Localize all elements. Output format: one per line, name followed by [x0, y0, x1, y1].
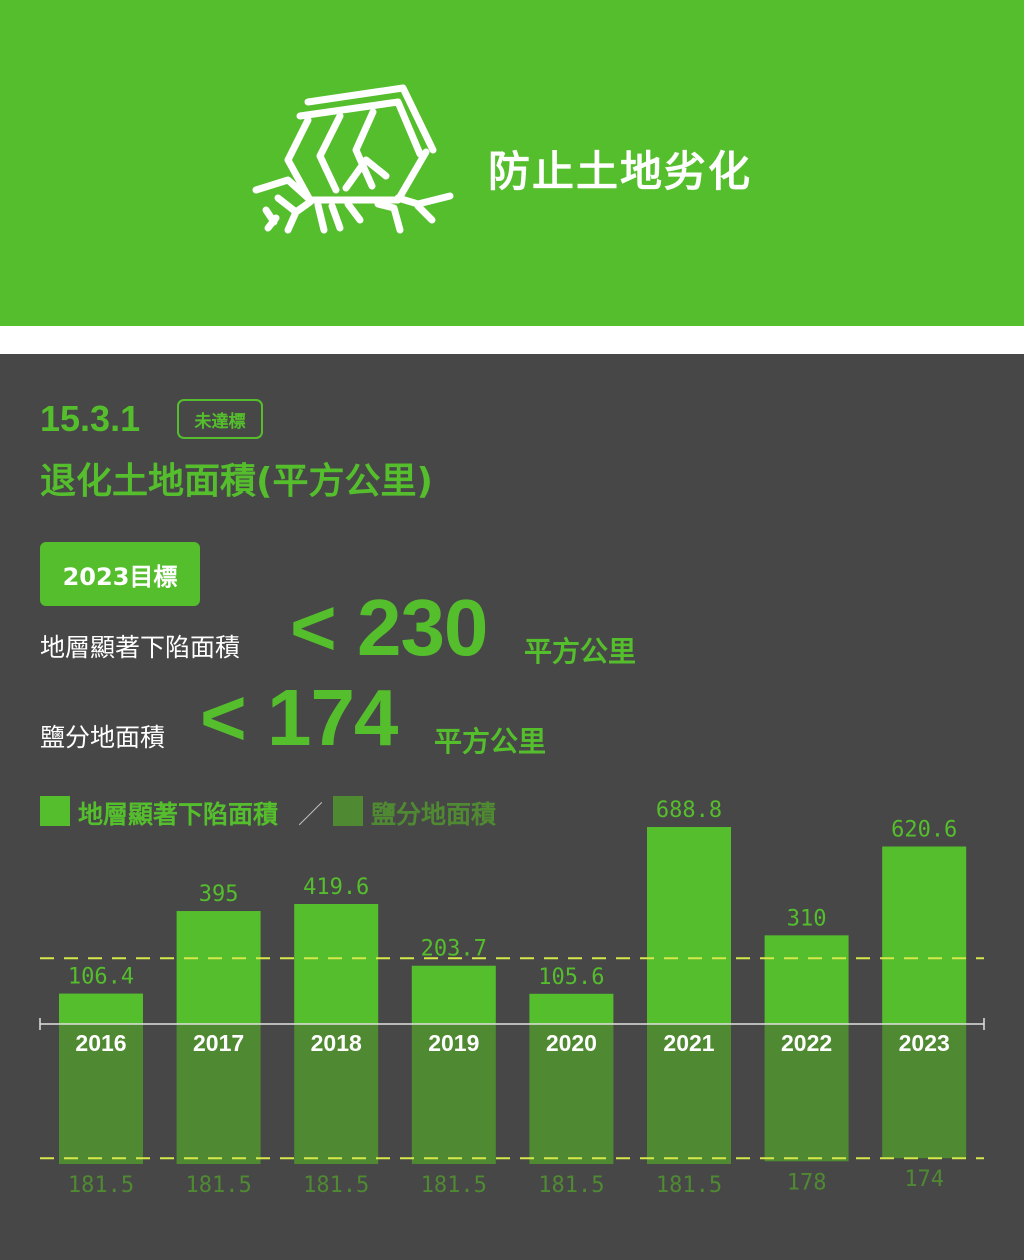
data-label-subsidence: 105.6 — [538, 965, 604, 990]
bar-subsidence — [647, 827, 731, 1024]
target-subsidence-value: < 230 — [290, 583, 488, 672]
data-label-subsidence: 106.4 — [68, 965, 134, 990]
header-banner — [0, 0, 1024, 326]
bar-subsidence — [59, 993, 143, 1024]
data-label-subsidence: 620.6 — [891, 818, 957, 843]
bar-salinity — [411, 1024, 496, 1164]
target-subsidence-unit: 平方公里 — [524, 635, 637, 668]
bar-salinity — [294, 1024, 379, 1164]
indicator-title: 退化土地面積(平方公里) — [40, 461, 433, 502]
data-label-salinity: 174 — [904, 1167, 944, 1192]
x-tick-label: 2020 — [546, 1030, 597, 1056]
indicator-panel — [0, 354, 1024, 1260]
data-label-salinity: 181.5 — [421, 1173, 487, 1198]
data-label-salinity: 181.5 — [656, 1173, 722, 1198]
status-badge: 未達標 — [177, 399, 263, 439]
data-label-salinity: 181.5 — [303, 1173, 369, 1198]
data-label-subsidence: 395 — [199, 882, 239, 907]
legend-separator: ／ — [298, 800, 324, 829]
legend-label-salinity: 鹽分地面積 — [371, 800, 497, 829]
page-title: 防止土地劣化 — [488, 147, 753, 196]
x-tick-label: 2021 — [663, 1030, 714, 1056]
target-salinity-value: < 174 — [200, 673, 398, 762]
data-label-salinity: 181.5 — [68, 1173, 134, 1198]
data-label-subsidence: 688.8 — [656, 798, 722, 823]
x-tick-label: 2017 — [193, 1030, 244, 1056]
bar-salinity — [647, 1024, 731, 1164]
bar-salinity — [882, 1024, 967, 1159]
x-tick-label: 2018 — [311, 1030, 362, 1056]
target-salinity-unit: 平方公里 — [434, 725, 547, 758]
x-tick-label: 2023 — [899, 1030, 950, 1056]
bar-salinity — [59, 1024, 143, 1164]
bar-subsidence — [882, 846, 967, 1024]
legend-swatch-salinity — [333, 796, 363, 826]
bar-subsidence — [294, 903, 379, 1024]
target-subsidence-label: 地層顯著下陷面積 — [40, 633, 241, 662]
data-label-subsidence: 419.6 — [303, 875, 369, 900]
bar-salinity — [529, 1024, 614, 1164]
bar-subsidence — [411, 965, 496, 1024]
bar-subsidence — [176, 911, 261, 1024]
bar-subsidence — [764, 935, 849, 1024]
bar-salinity — [176, 1024, 261, 1164]
x-tick-label: 2022 — [781, 1030, 832, 1056]
target-salinity-label: 鹽分地面積 — [40, 723, 166, 752]
legend-label-subsidence: 地層顯著下陷面積 — [78, 800, 279, 829]
x-tick-label: 2019 — [428, 1030, 479, 1056]
collapsing-house-icon — [252, 84, 454, 234]
indicator-code: 15.3.1 — [40, 398, 141, 439]
target-year-badge: 2023目標 — [40, 542, 200, 606]
data-label-salinity: 178 — [787, 1170, 827, 1195]
x-tick-label: 2016 — [75, 1030, 126, 1056]
legend-swatch-subsidence — [40, 796, 70, 826]
data-label-salinity: 181.5 — [185, 1173, 251, 1198]
data-label-subsidence: 310 — [787, 906, 827, 931]
bar-subsidence — [529, 993, 614, 1024]
data-label-salinity: 181.5 — [538, 1173, 604, 1198]
bar-salinity — [764, 1024, 849, 1162]
